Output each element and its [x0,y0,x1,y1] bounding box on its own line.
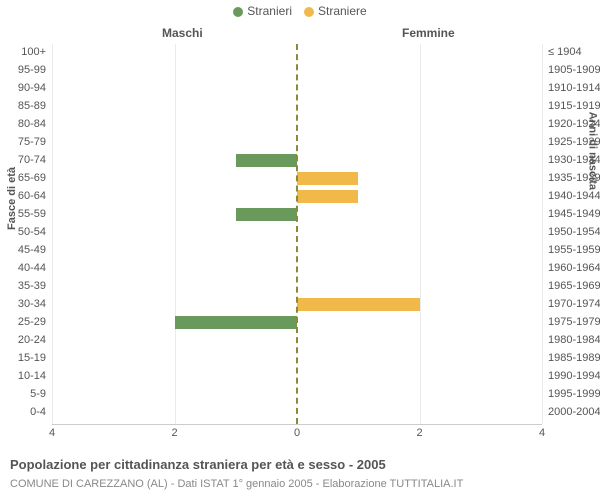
legend: Stranieri Straniere [0,4,600,18]
x-tick: 0 [294,427,300,439]
age-label: 20-24 [6,334,46,346]
birth-year-label: 1915-1919 [548,100,600,112]
birth-year-label: 1920-1924 [548,118,600,130]
age-label: 45-49 [6,244,46,256]
age-label: 80-84 [6,118,46,130]
birth-year-label: 1940-1944 [548,190,600,202]
birth-year-label: 1910-1914 [548,82,600,94]
male-bar [236,154,297,167]
age-label: 70-74 [6,154,46,166]
age-label: 25-29 [6,316,46,328]
chart-title: Popolazione per cittadinanza straniera p… [10,457,386,472]
female-bar [297,190,358,203]
birth-year-label: ≤ 1904 [548,46,600,58]
x-tick: 2 [171,427,177,439]
population-pyramid: Maschi Femmine 100+≤ 190495-991905-19099… [52,24,542,444]
center-axis [296,44,298,424]
x-tick: 4 [49,427,55,439]
left-half-title: Maschi [162,26,203,40]
age-label: 95-99 [6,64,46,76]
age-label: 0-4 [6,406,46,418]
birth-year-label: 1945-1949 [548,208,600,220]
age-label: 40-44 [6,262,46,274]
chart-subtitle: COMUNE DI CAREZZANO (AL) - Dati ISTAT 1°… [10,478,463,490]
chart-container: StranieriStraniere Fasce di età Anni di … [0,0,600,500]
birth-year-label: 1905-1909 [548,64,600,76]
female-bar [297,298,420,311]
legend-dot-icon [304,7,314,17]
age-label: 35-39 [6,280,46,292]
x-axis: 4 2 0 2 4 [52,424,542,441]
age-label: 100+ [6,46,46,58]
female-bar [297,172,358,185]
birth-year-label: 1975-1979 [548,316,600,328]
legend-dot-icon [233,7,243,17]
birth-year-label: 1965-1969 [548,280,600,292]
x-tick: 2 [416,427,422,439]
right-half-title: Femmine [402,26,455,40]
age-label: 90-94 [6,82,46,94]
male-bar [236,208,297,221]
age-label: 5-9 [6,388,46,400]
birth-year-label: 1950-1954 [548,226,600,238]
birth-year-label: 2000-2004 [548,406,600,418]
age-label: 75-79 [6,136,46,148]
birth-year-label: 1980-1984 [548,334,600,346]
age-label: 10-14 [6,370,46,382]
birth-year-label: 1955-1959 [548,244,600,256]
age-label: 30-34 [6,298,46,310]
age-label: 65-69 [6,172,46,184]
age-label: 55-59 [6,208,46,220]
birth-year-label: 1925-1929 [548,136,600,148]
birth-year-label: 1990-1994 [548,370,600,382]
male-bar [175,316,298,329]
legend-item: Straniere [304,4,367,18]
legend-label: Stranieri [247,4,292,18]
birth-year-label: 1935-1939 [548,172,600,184]
age-label: 15-19 [6,352,46,364]
legend-item: Stranieri [233,4,292,18]
birth-year-label: 1930-1934 [548,154,600,166]
age-label: 85-89 [6,100,46,112]
birth-year-label: 1995-1999 [548,388,600,400]
legend-label: Straniere [318,4,367,18]
birth-year-label: 1970-1974 [548,298,600,310]
age-label: 50-54 [6,226,46,238]
age-label: 60-64 [6,190,46,202]
x-tick: 4 [539,427,545,439]
birth-year-label: 1960-1964 [548,262,600,274]
birth-year-label: 1985-1989 [548,352,600,364]
gridline [542,44,543,424]
